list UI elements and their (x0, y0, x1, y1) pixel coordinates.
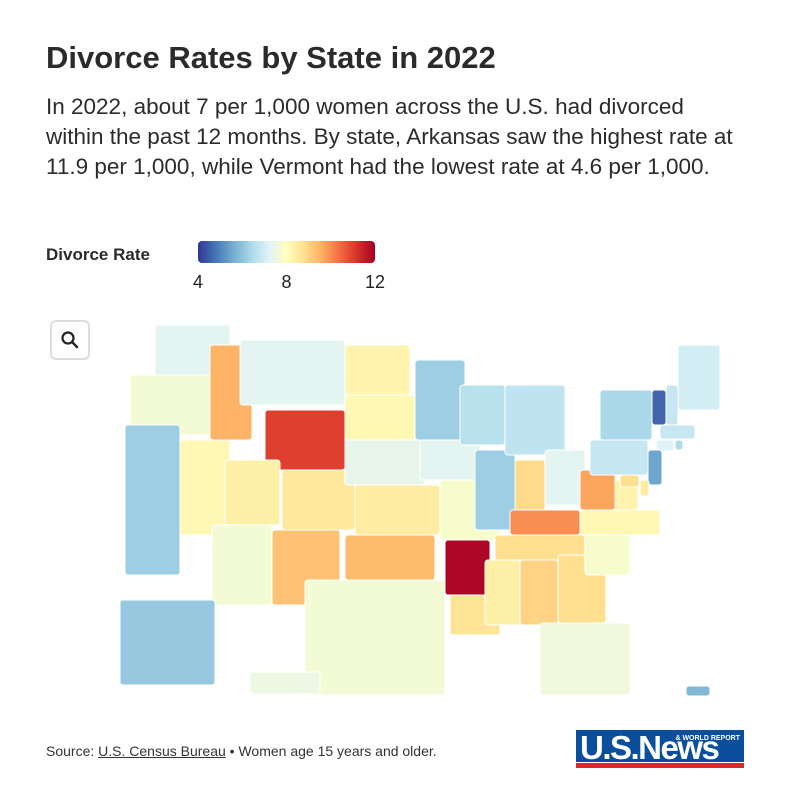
state (674, 439, 684, 451)
footer: Source: U.S. Census Bureau • Women age 1… (46, 743, 437, 759)
state (519, 559, 559, 626)
state (414, 359, 466, 441)
state (544, 449, 586, 506)
state (504, 384, 566, 456)
state (647, 449, 663, 486)
legend: 4 8 12 (193, 241, 385, 292)
state (304, 579, 446, 696)
source-label: Source: (46, 743, 95, 759)
state (474, 449, 516, 531)
state (539, 622, 631, 696)
state (344, 394, 416, 441)
footer-note: • Women age 15 years and older. (229, 743, 437, 759)
state (354, 484, 441, 536)
state (224, 459, 281, 526)
logo-tagline: & WORLD REPORT (675, 735, 740, 742)
state (579, 509, 661, 536)
state (419, 439, 481, 481)
state (677, 344, 721, 411)
state (584, 534, 631, 576)
zoom-button[interactable] (50, 320, 90, 360)
state (659, 424, 696, 440)
state (211, 524, 273, 606)
state (249, 671, 321, 695)
state (281, 469, 356, 531)
state (344, 439, 426, 486)
state (579, 469, 616, 511)
source-link[interactable]: U.S. Census Bureau (98, 743, 226, 759)
legend-tick-label: 12 (365, 272, 385, 292)
color-bar (198, 241, 375, 263)
state (484, 559, 521, 626)
state (665, 384, 679, 426)
logo: U.S.News & WORLD REPORT (576, 730, 744, 768)
state (599, 389, 653, 441)
state (179, 439, 231, 536)
state (514, 459, 546, 516)
state (444, 539, 491, 596)
legend-tick-label: 4 (193, 272, 203, 292)
state (239, 339, 346, 406)
state (344, 344, 411, 396)
state (124, 424, 181, 576)
state (639, 479, 650, 497)
logo-name: U.S.News (580, 730, 719, 766)
state (344, 534, 436, 581)
search-icon (61, 331, 79, 349)
state (509, 509, 581, 536)
state (685, 685, 711, 697)
subtitle: In 2022, about 7 per 1,000 women across … (46, 94, 733, 179)
title: Divorce Rates by State in 2022 (46, 40, 496, 75)
state (619, 474, 640, 488)
state (119, 599, 216, 686)
state (651, 389, 667, 426)
state (589, 439, 649, 476)
legend-title: Divorce Rate (46, 245, 150, 264)
state (459, 384, 506, 446)
map (119, 324, 721, 697)
legend-tick-label: 8 (281, 272, 291, 292)
state (655, 439, 675, 452)
